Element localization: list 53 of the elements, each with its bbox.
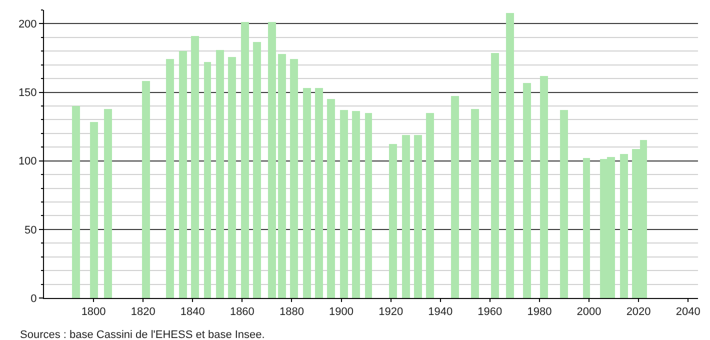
bar (389, 144, 397, 298)
bar (315, 88, 323, 298)
bar (340, 110, 348, 298)
bar (327, 99, 335, 298)
bar (204, 62, 211, 298)
bar (451, 96, 459, 298)
bar (241, 22, 249, 298)
bar (365, 113, 372, 298)
x-tick-label: 2000 (576, 306, 602, 318)
bar (104, 109, 112, 298)
bar (253, 42, 261, 298)
bar (278, 54, 286, 298)
bar (216, 50, 224, 298)
source-note: Sources : base Cassini de l'EHESS et base Insee. (20, 329, 265, 340)
bar (491, 53, 499, 298)
bar (268, 22, 276, 298)
x-tick-label: 2040 (676, 306, 700, 318)
bar (228, 57, 236, 298)
bar (620, 154, 628, 298)
x-tick-label: 1800 (81, 306, 106, 318)
y-tick-label: 100 (18, 156, 37, 168)
bar (72, 106, 80, 298)
bar (402, 135, 410, 298)
bar (414, 135, 422, 298)
bar (90, 122, 98, 298)
x-tick-label: 1900 (329, 306, 354, 318)
bar (506, 13, 514, 298)
bar (583, 158, 590, 298)
bar (523, 83, 531, 298)
y-tick-label: 150 (18, 87, 37, 100)
bar (142, 81, 150, 298)
x-tick-label: 1880 (279, 306, 304, 318)
y-tick-label: 0 (30, 292, 37, 305)
bar (191, 36, 199, 298)
bar (540, 76, 548, 298)
bar (352, 111, 360, 298)
bar (290, 59, 298, 298)
x-tick-label: 1920 (378, 306, 404, 318)
bar (166, 59, 174, 298)
x-tick-label: 1860 (230, 306, 254, 318)
x-tick-label: 1980 (527, 306, 552, 318)
x-tick-label: 2020 (626, 306, 651, 318)
x-tick-label: 1940 (428, 306, 453, 318)
x-tick-label: 1840 (180, 306, 205, 318)
x-tick-label: 1820 (130, 306, 156, 318)
bar (303, 88, 311, 298)
bar (471, 109, 479, 298)
bar (560, 110, 568, 298)
bar (426, 113, 434, 298)
x-tick-label: 1960 (478, 306, 502, 318)
y-tick-label: 200 (18, 18, 37, 31)
bar (179, 51, 187, 298)
y-tick-label: 50 (24, 224, 37, 236)
